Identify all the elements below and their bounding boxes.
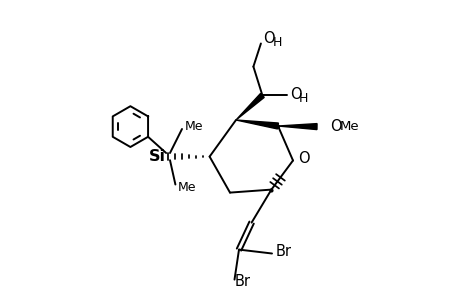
Text: Si: Si [149,149,166,164]
Text: H: H [298,92,308,106]
Text: H: H [272,36,281,49]
Text: O: O [297,151,309,166]
Text: Me: Me [184,120,202,133]
Text: Me: Me [178,181,196,194]
Text: O: O [330,119,341,134]
Text: Me: Me [339,120,359,133]
Polygon shape [277,124,316,130]
Polygon shape [235,93,263,120]
Text: O: O [289,87,301,102]
Polygon shape [235,120,278,129]
Text: O: O [263,31,274,46]
Text: Br: Br [274,244,291,260]
Text: Br: Br [235,274,251,290]
